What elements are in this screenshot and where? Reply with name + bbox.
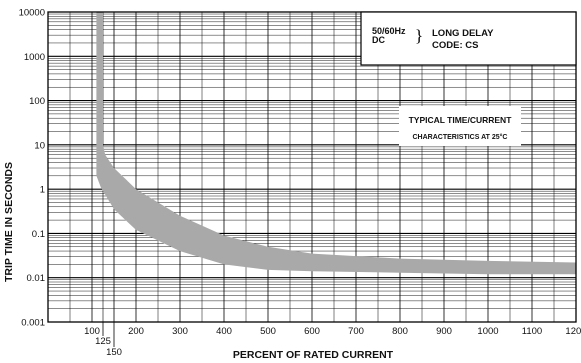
x-tick-label: 400 [216,326,232,337]
x-tick-label: 200 [128,326,144,337]
x-tick-label: 800 [392,326,408,337]
y-tick-label: 10000 [19,8,45,19]
x-tick-label: 100 [84,326,100,337]
x-tick-label: 1100 [522,326,542,337]
y-tick-label: 10 [34,140,45,151]
legend-brace: } [415,26,423,45]
legend-dc: DC [372,35,385,45]
y-tick-label: 100 [29,96,45,107]
x-extra-tick-label: 150 [106,347,122,358]
x-tick-labels: 100 200 300 400 500 600 700 800 900 1000 1100 1200 1… [84,322,581,358]
annotation-line2: CHARACTERISTICS AT 25°C [413,133,508,141]
x-axis-label: PERCENT OF RATED CURRENT [233,349,394,361]
x-tick-label: 500 [260,326,276,337]
y-tick-labels: 10000 1000 100 10 1 0.1 0.01 0.001 [19,8,45,329]
annotation-bg [399,106,521,146]
legend-frame [360,11,577,66]
legend-box: 50/60Hz DC } LONG DELAY CODE: CS [360,11,577,66]
x-tick-label: 1000 [477,326,498,337]
x-tick-label: 300 [172,326,188,337]
legend-line1: LONG DELAY [432,28,494,39]
x-extra-tick-label: 125 [95,336,111,347]
x-tick-label: 900 [436,326,452,337]
annotation-box: TYPICAL TIME/CURRENT CHARACTERISTICS AT … [399,106,521,146]
x-tick-label: 700 [348,326,364,337]
y-tick-label: 0.01 [27,273,46,284]
y-axis-label: TRIP TIME IN SECONDS [3,162,15,282]
y-tick-label: 1000 [24,52,45,63]
y-tick-label: 1 [40,185,45,196]
annotation-line1: TYPICAL TIME/CURRENT [409,115,513,125]
legend-line2: CODE: CS [432,40,478,51]
y-tick-label: 0.001 [21,318,45,329]
y-tick-label: 0.1 [32,229,45,240]
legend-freq: 50/60Hz [372,26,406,36]
x-tick-label: 1200 [565,326,581,337]
x-tick-label: 600 [304,326,320,337]
plot-frame [47,11,577,323]
